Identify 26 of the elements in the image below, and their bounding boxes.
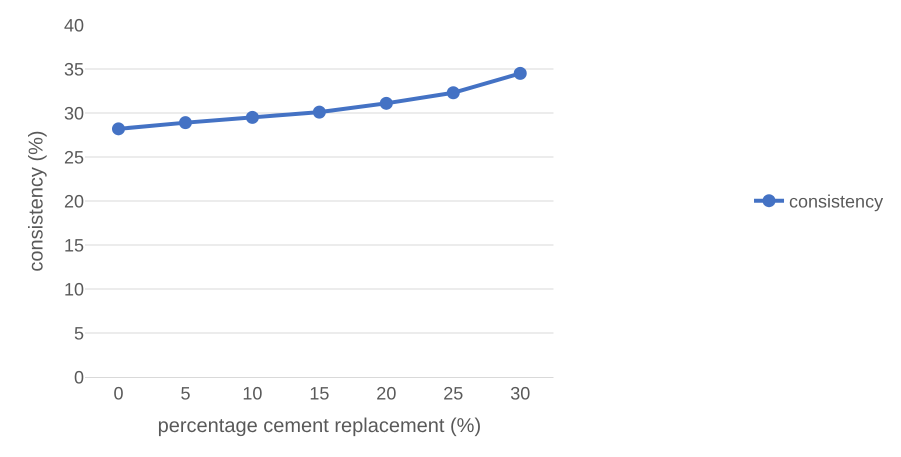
point	[312, 106, 326, 119]
y-tick-label: 35	[64, 59, 84, 80]
y-tick-label: 0	[74, 367, 84, 388]
point	[446, 86, 460, 100]
x-axis-title: percentage cement replacement (%)	[158, 415, 482, 438]
point	[380, 96, 393, 110]
point	[246, 110, 259, 124]
x-tick-label: 25	[443, 384, 464, 404]
y-tick-label: 10	[64, 279, 84, 300]
y-tick-label: 30	[64, 103, 84, 124]
y-axis-title: consistency (%)	[25, 130, 48, 272]
y-tick-label: 20	[64, 191, 84, 212]
point	[178, 116, 192, 130]
x-tick-label: 0	[113, 384, 124, 404]
y-tick-label: 15	[64, 235, 84, 256]
x-tick-label: 20	[376, 384, 396, 404]
y-tick-label: 5	[74, 323, 84, 344]
x-tick-label: 5	[180, 384, 190, 404]
y-tick-label: 25	[64, 147, 84, 168]
point	[112, 122, 125, 136]
legend-label: consistency	[789, 192, 884, 212]
x-tick-label: 15	[309, 384, 330, 404]
point	[514, 66, 527, 80]
x-tick-label: 10	[242, 384, 262, 404]
x-tick-label: 30	[510, 384, 530, 404]
y-tick-label: 40	[64, 15, 84, 36]
